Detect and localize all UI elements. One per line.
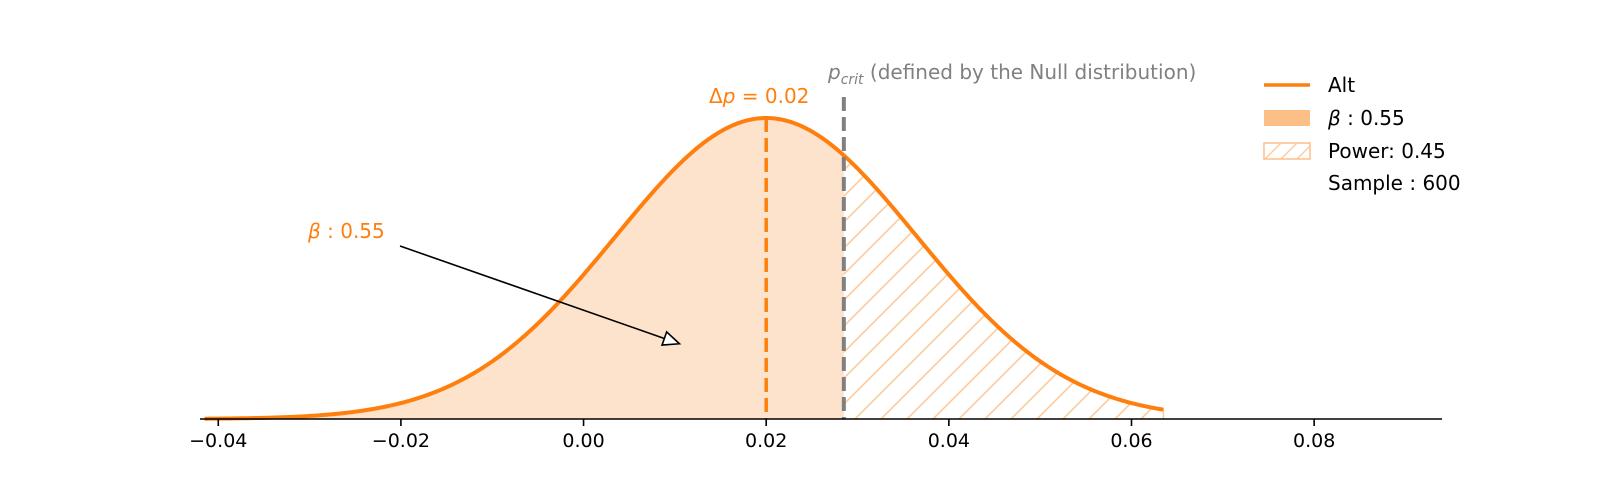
x-tick-label: 0.04 [928,430,970,452]
x-tick-label: −0.02 [372,430,430,452]
legend-power-swatch [1263,142,1311,160]
x-tick-label: 0.00 [562,430,604,452]
legend-beta-swatch [1264,110,1310,126]
legend: Alt β : 0.55 Power: 0.45 Sample : 600 [1263,73,1461,195]
x-tick-label: −0.04 [189,430,247,452]
alt-curve [204,116,1164,421]
beta-region [204,118,844,419]
x-axis: −0.04 −0.02 0.00 0.02 0.04 0.06 0.08 [189,418,1442,452]
delta-p-annotation: Δp = 0.02 [709,84,809,108]
legend-beta-label: β : 0.55 [1327,106,1405,130]
beta-arrow [399,245,682,346]
beta-annotation: β : 0.55 [307,219,385,243]
p-crit-annotation: pcrit (defined by the Null distribution) [827,60,1196,88]
legend-alt-label: Alt [1328,73,1355,97]
x-tick-label: 0.08 [1293,430,1335,452]
x-tick-label: 0.02 [745,430,787,452]
plot-area [204,97,1165,421]
x-tick-label: 0.06 [1110,430,1152,452]
legend-sample-label: Sample : 600 [1328,171,1461,195]
legend-power-label: Power: 0.45 [1328,139,1446,163]
power-region [843,155,1164,419]
